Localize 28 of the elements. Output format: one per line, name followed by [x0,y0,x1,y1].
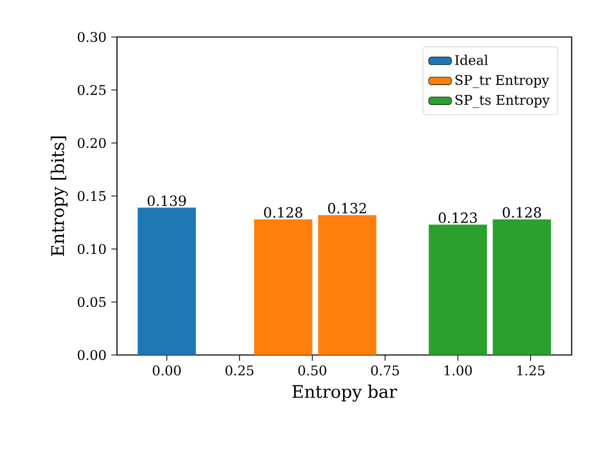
y-tick-label: 0.05 [78,296,106,308]
y-tick-label: 0.10 [78,244,106,254]
legend-label: SP_ts Entropy [456,94,550,108]
bar [318,215,376,355]
y-axis-title: Entropy [bits] [50,136,68,256]
data-label: 0.128 [502,207,541,218]
x-tick-label: 0.75 [371,365,399,376]
x-tick-label: 0.25 [226,365,254,376]
x-tick-label: 1.25 [517,365,544,376]
y-tick-label: 0.25 [78,84,106,96]
bar [428,224,487,355]
x-tick-label: 0.50 [298,365,326,376]
x-tick-label: 1.00 [444,365,472,376]
data-label: 0.132 [328,202,366,214]
bar [254,219,312,355]
y-tick-label: 0.20 [78,138,106,148]
legend-label: Ideal [455,54,488,66]
legend-label: SP_tr Entropy [456,74,550,88]
data-label: 0.123 [438,212,477,224]
x-tick-label: 0.00 [152,365,181,376]
data-label: 0.139 [148,195,186,206]
y-tick-label: 0.00 [78,350,106,360]
data-label: 0.128 [264,207,302,218]
y-tick-label: 0.30 [78,32,106,42]
bar [492,219,551,355]
x-axis-title: Entropy bar [292,384,398,402]
y-tick-label: 0.15 [78,190,106,202]
bar [138,208,196,355]
